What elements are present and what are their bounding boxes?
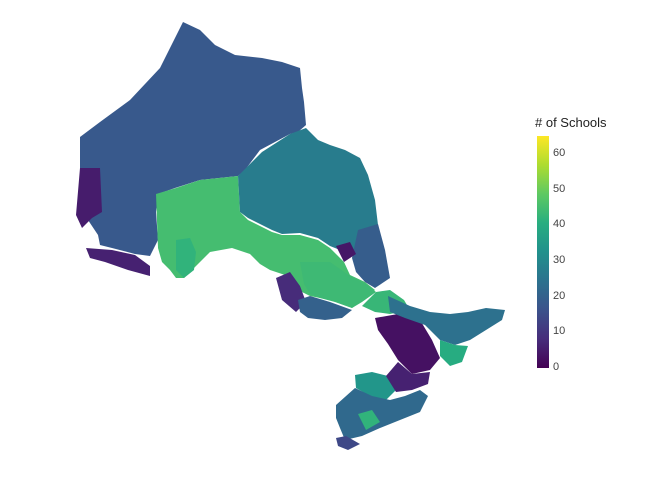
legend-tick-label: 20: [553, 289, 566, 302]
legend-tick-label: 10: [553, 325, 566, 338]
region-eastern-ontario: [388, 296, 505, 345]
legend-tick-label: 40: [553, 218, 566, 231]
legend-colorbar: [537, 136, 549, 368]
region-essex: [336, 436, 360, 450]
region-ottawa: [440, 340, 468, 366]
region-southwest-north: [358, 410, 380, 430]
region-golden-horseshoe: [386, 362, 430, 392]
region-northeast: [238, 128, 382, 260]
map-regions: [76, 22, 505, 450]
region-sudbury-belt: [300, 262, 376, 308]
legend-tick-label: 30: [553, 253, 566, 266]
region-northwest-south: [86, 248, 150, 276]
legend-title: # of Schools: [535, 115, 607, 130]
region-far-north: [80, 22, 306, 256]
region-southwest: [336, 388, 428, 440]
legend-tick-label: 50: [553, 182, 566, 195]
legend-tick-label: 0: [553, 361, 560, 373]
legend-tick-label: 60: [553, 146, 566, 159]
region-thunder-bay-island: [176, 238, 196, 278]
region-cochrane-east: [352, 224, 390, 288]
region-algoma-south: [298, 296, 352, 320]
region-timiskaming: [336, 242, 356, 262]
region-northwest-border: [76, 168, 102, 228]
region-muskoka-haliburton: [375, 314, 440, 374]
